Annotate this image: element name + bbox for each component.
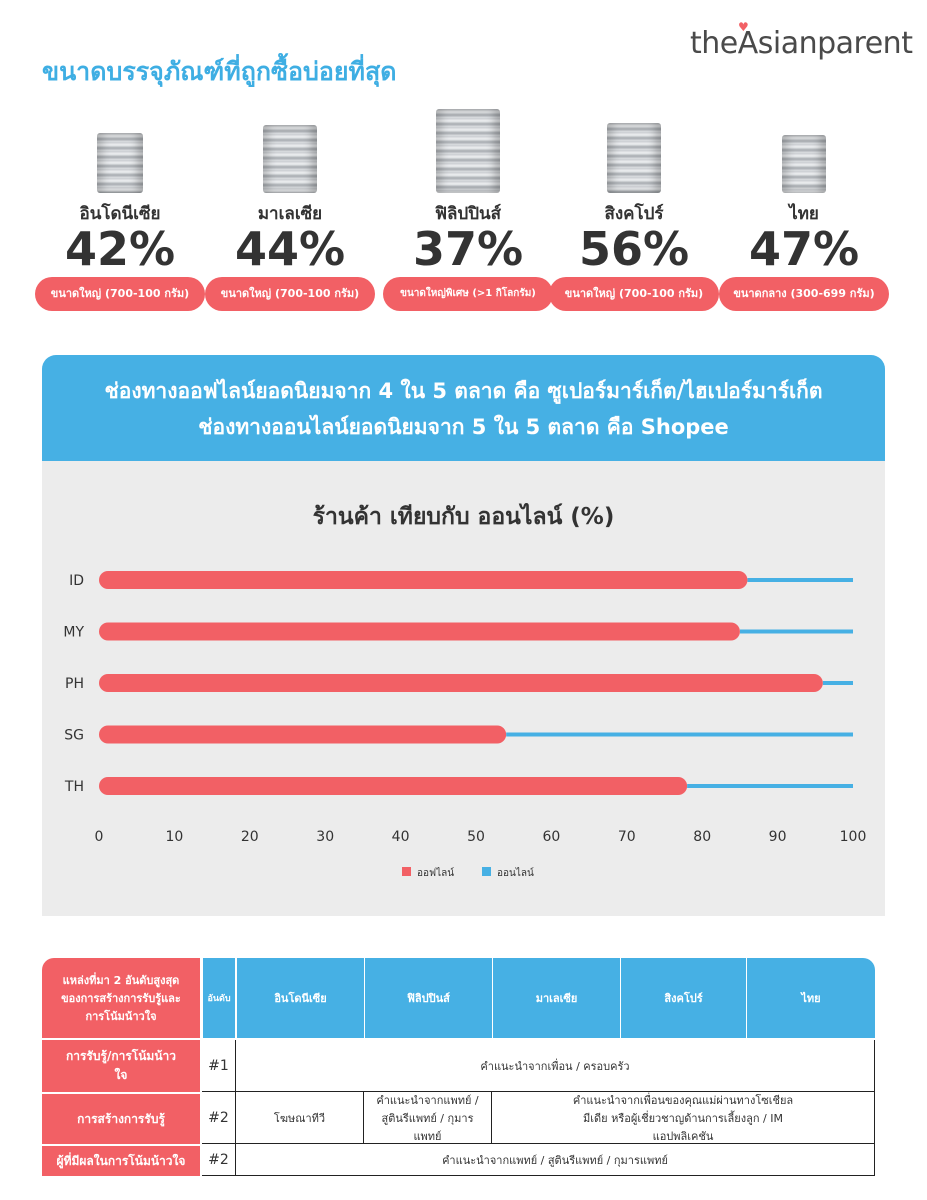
stat-card-my: มาเลเซีย 44% ขนาดใหญ่ (700-100 กรัม) <box>205 105 375 311</box>
bar-chart: ID MY PH SG TH 0 10 20 30 40 50 60 70 80 90 100 ออฟไลน์ อ… <box>63 571 867 879</box>
x-tick-label: 100 <box>840 829 867 845</box>
x-tick-label: 30 <box>316 829 334 845</box>
can-icon <box>263 125 317 193</box>
row-rank: #2 <box>202 1092 236 1144</box>
stat-percent: 44% <box>234 222 346 276</box>
col-header-singapore: สิงคโปร์ <box>620 958 746 1038</box>
x-tick-label: 50 <box>467 829 485 845</box>
x-tick-label: 60 <box>542 829 560 845</box>
stat-percent: 37% <box>412 222 524 276</box>
col-header-malaysia: มาเลเซีย <box>492 958 620 1038</box>
x-tick-label: 0 <box>95 829 104 845</box>
stat-country: ไทย <box>789 204 819 224</box>
banner-line-online: ช่องทางออนไลน์ยอดนิยมจาก 5 ใน 5 ตลาด คือ… <box>198 415 729 439</box>
stat-card-th: ไทย 47% ขนาดกลาง (300-699 กรัม) <box>719 105 889 311</box>
x-tick-label: 40 <box>392 829 410 845</box>
col-header-indonesia: อินโดนีเซีย <box>236 958 364 1038</box>
legend-swatch-1 <box>482 867 491 876</box>
table-cell: คำแนะนำจากเพื่อนของคุณแม่ผ่านทางโซเชียล … <box>492 1092 875 1144</box>
x-tick-label: 90 <box>769 829 787 845</box>
size-pill: ขนาดกลาง (300-699 กรัม) <box>719 277 889 311</box>
heart-icon: ♥ <box>738 20 749 34</box>
can-icon <box>97 133 143 193</box>
stat-card-ph: ฟิลิปปินส์ 37% ขนาดใหญ่พิเศษ (>1 กิโลกรั… <box>383 105 553 311</box>
can-icon <box>436 109 500 193</box>
size-pill: ขนาดใหญ่ (700-100 กรัม) <box>549 277 719 311</box>
size-pill: ขนาดใหญ่ (700-100 กรัม) <box>35 277 205 311</box>
stat-card-sg: สิงคโปร์ 56% ขนาดใหญ่ (700-100 กรัม) <box>549 105 719 311</box>
category-label: ID <box>69 573 84 589</box>
chart-title: ร้านค้า เทียบกับ ออนไลน์ (%) <box>312 504 615 530</box>
can-icon <box>782 135 826 193</box>
x-tick-label: 80 <box>693 829 711 845</box>
stat-country: มาเลเซีย <box>257 204 323 224</box>
banner-line-offline: ช่องทางออฟไลน์ยอดนิยมจาก 4 ใน 5 ตลาด คือ… <box>104 379 823 403</box>
channel-banner: ช่องทางออฟไลน์ยอดนิยมจาก 4 ใน 5 ตลาด คือ… <box>42 355 885 461</box>
legend-swatch-0 <box>402 867 411 876</box>
page-title: ขนาดบรรจุภัณฑ์ที่ถูกซื้อบ่อยที่สุด <box>42 57 397 86</box>
row-rank: #1 <box>202 1040 236 1092</box>
can-icon <box>607 123 661 193</box>
rank-header: อันดับ <box>202 958 235 1038</box>
logo-text: theAsianparent <box>690 26 913 61</box>
stat-percent: 47% <box>748 222 860 276</box>
x-tick-label: 70 <box>618 829 636 845</box>
table-cell: คำแนะนำจากเพื่อน / ครอบครัว <box>236 1040 875 1092</box>
legend-label: ออนไลน์ <box>497 867 534 879</box>
size-pill: ขนาดใหญ่พิเศษ (>1 กิโลกรัม) <box>383 277 553 311</box>
row-rank: #2 <box>202 1144 236 1176</box>
col-header-philippines: ฟิลิปปินส์ <box>364 958 492 1038</box>
x-tick-label: 10 <box>165 829 183 845</box>
category-label: MY <box>63 625 84 641</box>
stat-country: อินโดนีเซีย <box>79 204 161 224</box>
table-cell: คำแนะนำจากแพทย์ / สูตินรีแพทย์ / กุมารแพ… <box>364 1092 492 1144</box>
influence-table: แหล่งที่มา 2 อันดับสูงสุดของการสร้างการร… <box>42 958 875 1176</box>
stat-percent: 56% <box>578 222 690 276</box>
x-tick-label: 20 <box>241 829 259 845</box>
chart-panel: ร้านค้า เทียบกับ ออนไลน์ (%) ID MY PH SG TH 0… <box>42 461 885 916</box>
category-label: TH <box>64 779 84 795</box>
category-label: PH <box>65 676 84 692</box>
stat-country: สิงคโปร์ <box>604 204 664 224</box>
row-label-influencer: ผู้ที่มีผลในการโน้มน้าวใจ <box>42 1146 200 1176</box>
table-cell: คำแนะนำจากแพทย์ / สูตินรีแพทย์ / กุมารแพ… <box>236 1144 875 1176</box>
brand-logo: theAsianparent ♥ <box>690 20 913 61</box>
stat-country: ฟิลิปปินส์ <box>434 204 502 224</box>
stat-percent: 42% <box>64 222 176 276</box>
category-label: SG <box>64 728 84 744</box>
row-label-awareness-persuasion: การรับรู้/การโน้มน้าวใจ <box>42 1040 200 1092</box>
row-label-awareness: การสร้างการรับรู้ <box>42 1094 200 1144</box>
stat-card-id: อินโดนีเซีย 42% ขนาดใหญ่ (700-100 กรัม) <box>35 105 205 311</box>
table-cell: โฆษณาทีวี <box>236 1092 364 1144</box>
legend-label: ออฟไลน์ <box>417 867 454 879</box>
size-pill: ขนาดใหญ่ (700-100 กรัม) <box>205 277 375 311</box>
table-corner-header: แหล่งที่มา 2 อันดับสูงสุดของการสร้างการร… <box>42 958 200 1038</box>
col-header-thailand: ไทย <box>746 958 875 1038</box>
